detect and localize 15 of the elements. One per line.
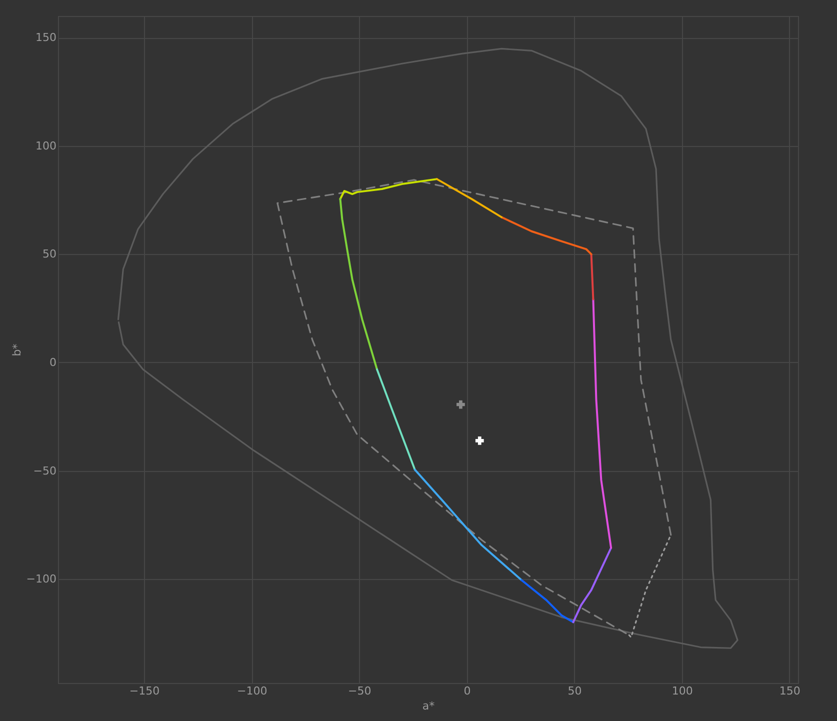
x-tick-label: 100: [672, 684, 693, 698]
y-tick-label: −100: [26, 572, 56, 586]
x-tick-label: −100: [236, 684, 268, 698]
x-tick-label: 150: [779, 684, 800, 698]
y-tick-label: −50: [33, 464, 56, 478]
y-axis-title: b*: [10, 343, 24, 356]
x-tick-label: 50: [568, 684, 582, 698]
y-tick-label: 100: [36, 139, 56, 152]
x-tick-label: −50: [348, 684, 372, 698]
y-tick-label: 50: [42, 248, 56, 261]
y-tick-label: 0: [50, 356, 56, 369]
x-tick-label: 0: [464, 684, 471, 698]
x-axis-title: a*: [422, 700, 436, 712]
x-tick-label: −150: [129, 684, 160, 698]
y-tick-label: 150: [36, 31, 56, 44]
